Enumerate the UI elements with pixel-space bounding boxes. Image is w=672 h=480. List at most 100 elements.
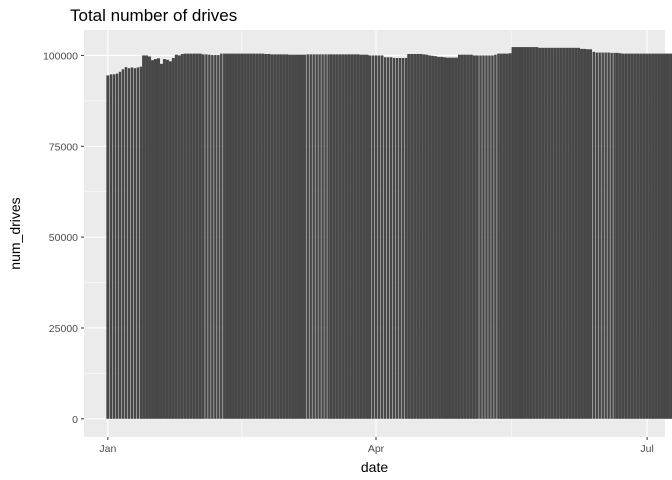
bar xyxy=(240,53,244,419)
bar xyxy=(294,54,298,419)
bar xyxy=(375,55,378,419)
bar xyxy=(165,59,169,419)
bar xyxy=(223,53,226,419)
bar xyxy=(624,53,628,419)
bar xyxy=(497,53,500,419)
bar xyxy=(633,53,637,419)
bar xyxy=(505,53,509,419)
bar xyxy=(568,47,572,419)
bar xyxy=(395,57,399,419)
bar xyxy=(389,57,393,419)
bar xyxy=(574,47,578,419)
bar xyxy=(264,53,268,419)
bar xyxy=(502,53,506,419)
bar xyxy=(177,55,181,419)
bar xyxy=(657,53,661,419)
y-tick-label: 75000 xyxy=(49,141,78,153)
bar xyxy=(168,61,172,419)
bar xyxy=(312,54,315,419)
bar xyxy=(407,53,411,419)
bar xyxy=(353,54,357,419)
bar xyxy=(201,54,205,419)
bar xyxy=(246,53,250,419)
bar xyxy=(386,57,390,419)
bar xyxy=(488,55,491,419)
bar xyxy=(225,53,229,419)
bar xyxy=(249,53,253,419)
bar xyxy=(448,57,452,419)
bar xyxy=(639,53,643,419)
bar xyxy=(485,55,488,419)
bar xyxy=(186,53,190,419)
bar xyxy=(592,51,595,419)
bar xyxy=(451,57,455,419)
bar xyxy=(205,54,208,419)
bar xyxy=(365,54,369,419)
bar xyxy=(494,54,497,419)
bar xyxy=(309,54,312,419)
bar xyxy=(419,53,423,419)
bar xyxy=(127,68,131,419)
bar xyxy=(532,47,536,419)
bar xyxy=(577,47,581,419)
bar xyxy=(479,55,482,419)
bar xyxy=(613,52,616,419)
bar xyxy=(195,53,199,419)
bar xyxy=(154,59,157,419)
bar xyxy=(214,55,217,419)
bar xyxy=(192,53,196,419)
bar xyxy=(517,47,521,419)
bar xyxy=(302,54,306,419)
x-axis-title: date xyxy=(361,459,388,475)
bar xyxy=(425,54,429,419)
bar xyxy=(109,74,113,419)
bar xyxy=(183,53,187,419)
bar xyxy=(121,69,125,419)
bar xyxy=(380,55,384,419)
bar xyxy=(208,54,211,419)
bar xyxy=(434,56,438,419)
bar xyxy=(332,54,336,419)
bar xyxy=(520,47,524,419)
bar xyxy=(440,56,444,419)
bar xyxy=(466,54,470,419)
bar xyxy=(666,53,670,419)
bar xyxy=(565,47,569,419)
bar xyxy=(338,54,342,419)
bar xyxy=(282,54,286,419)
bar xyxy=(618,53,622,419)
bar xyxy=(306,54,309,419)
bar xyxy=(538,47,542,419)
bar xyxy=(630,53,634,419)
bar xyxy=(329,54,333,419)
bar xyxy=(124,67,128,419)
y-tick-label: 100000 xyxy=(43,50,78,62)
bar xyxy=(267,53,271,419)
bar xyxy=(315,54,318,419)
y-tick-label: 0 xyxy=(72,414,78,426)
bar xyxy=(252,53,256,419)
bar xyxy=(118,71,122,419)
x-tick-label: Jan xyxy=(99,443,116,455)
bar xyxy=(615,52,619,419)
bar xyxy=(171,57,175,419)
bar xyxy=(550,47,554,419)
bar xyxy=(636,53,640,419)
bar xyxy=(482,55,485,419)
bar xyxy=(556,47,560,419)
bar xyxy=(607,52,610,419)
bar xyxy=(136,67,140,419)
bar xyxy=(404,57,408,419)
bar xyxy=(604,52,607,419)
chart-title: Total number of drives xyxy=(70,6,237,25)
bar xyxy=(189,53,193,419)
bar xyxy=(261,53,265,419)
bar xyxy=(377,55,381,419)
bar xyxy=(642,53,646,419)
bar xyxy=(347,54,351,419)
bar xyxy=(258,53,262,419)
bar xyxy=(589,49,592,419)
bar xyxy=(571,47,575,419)
bar xyxy=(112,74,116,419)
